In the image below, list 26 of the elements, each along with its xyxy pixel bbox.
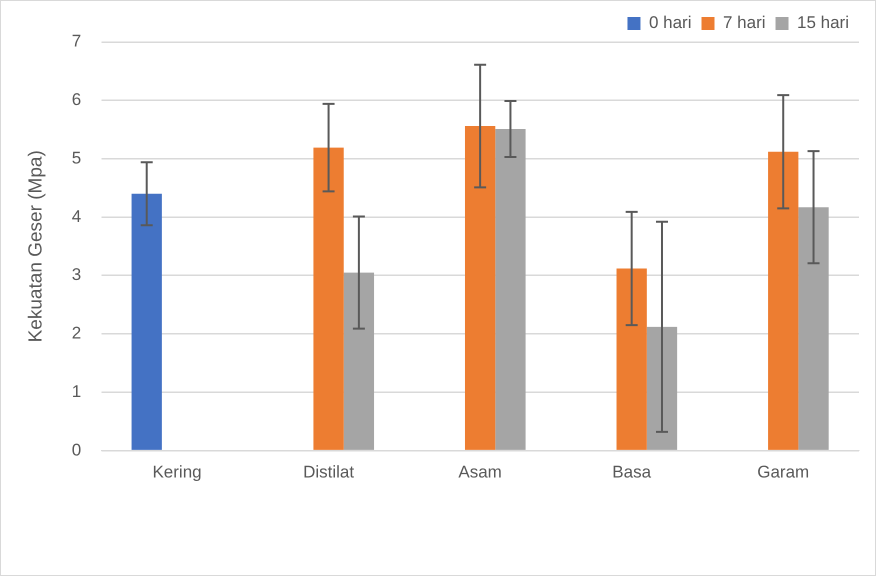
y-tick-label: 3 xyxy=(72,265,82,284)
y-tick-label: 1 xyxy=(72,382,82,401)
bar xyxy=(646,326,678,450)
legend-label: 0 hari xyxy=(648,13,692,32)
x-tick-label: Garam xyxy=(757,462,810,482)
y-tick-label: 7 xyxy=(72,32,82,51)
bar xyxy=(616,268,647,450)
x-tick-label: Kering xyxy=(152,462,202,482)
bar xyxy=(768,152,798,450)
bar xyxy=(464,126,496,450)
bar xyxy=(798,207,829,450)
legend-label: 7 hari xyxy=(722,13,766,32)
bar xyxy=(495,128,526,450)
y-tick-label: 5 xyxy=(72,148,82,168)
legend-label: 15 hari xyxy=(797,13,850,32)
x-tick-label: Distilat xyxy=(303,462,354,482)
bar xyxy=(313,148,344,450)
bar xyxy=(344,272,374,450)
y-tick-label: 6 xyxy=(72,90,82,110)
y-tick-label: 0 xyxy=(72,440,82,460)
y-axis-title: Kekuatan Geser (Mpa) xyxy=(26,150,47,342)
y-tick-label: 4 xyxy=(72,206,82,226)
bar xyxy=(132,194,162,450)
x-tick-label: Basa xyxy=(612,462,652,482)
y-tick-label: 2 xyxy=(72,324,82,343)
x-tick-label: Asam xyxy=(458,462,502,482)
